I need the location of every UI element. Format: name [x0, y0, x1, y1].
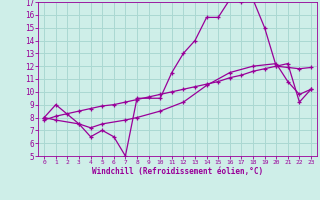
X-axis label: Windchill (Refroidissement éolien,°C): Windchill (Refroidissement éolien,°C): [92, 167, 263, 176]
